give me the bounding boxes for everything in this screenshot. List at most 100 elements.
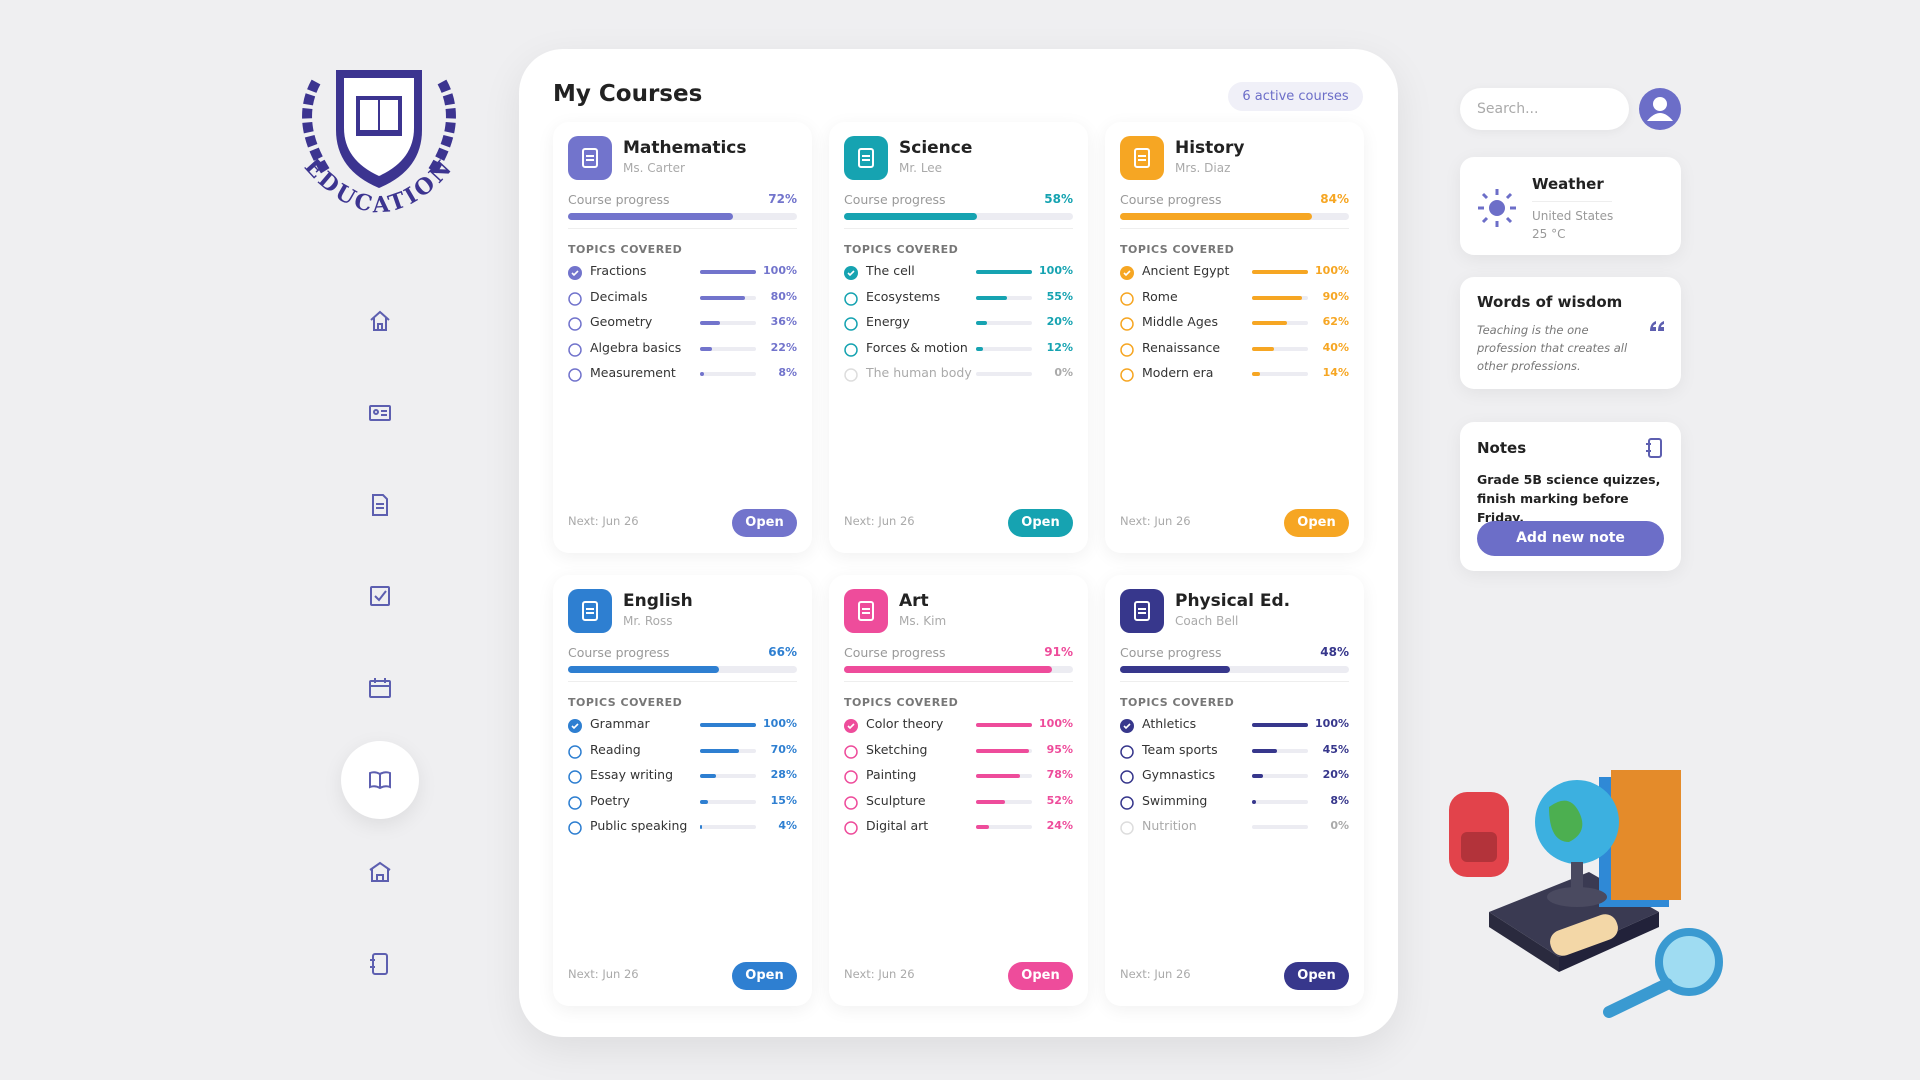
- topics-caption: TOPICS COVERED: [844, 696, 959, 709]
- course-teacher: Ms. Carter: [623, 161, 685, 175]
- topic-track: [976, 825, 1032, 829]
- topic-bar: [1252, 774, 1264, 778]
- course-card: English Mr. Ross Course progress 66% TOPICS …: [553, 575, 812, 1006]
- topic-value: 20%: [1322, 768, 1349, 781]
- topic-name: Color theory: [866, 716, 944, 731]
- quote-icon: [1650, 321, 1664, 331]
- nav-glyph: [369, 861, 391, 882]
- nav-icon[interactable]: [356, 389, 404, 437]
- topic-bar: [976, 748, 1030, 753]
- topic-checkbox[interactable]: [568, 718, 582, 733]
- topic-checkbox[interactable]: [844, 265, 858, 280]
- progress-bar: [844, 666, 1053, 673]
- next-date: Next: Jun 26: [1120, 514, 1191, 528]
- topic-name: Nutrition: [1142, 818, 1197, 833]
- topic-checkbox[interactable]: [1120, 820, 1134, 835]
- add-note-button[interactable]: Add new note: [1477, 521, 1664, 556]
- topic-checkbox[interactable]: [1120, 265, 1134, 280]
- topic-checkbox[interactable]: [568, 342, 582, 357]
- topic-track: [700, 723, 756, 727]
- progress-track: [568, 213, 797, 220]
- open-button[interactable]: Open: [1008, 962, 1073, 990]
- topic-checkbox[interactable]: [844, 367, 858, 382]
- topic-checkbox[interactable]: [568, 367, 582, 382]
- topic-checkbox[interactable]: [844, 820, 858, 835]
- topic-checkbox[interactable]: [1120, 769, 1134, 784]
- topic-checkbox[interactable]: [844, 342, 858, 357]
- course-glyph: [858, 148, 874, 168]
- notes-icon[interactable]: [1645, 437, 1663, 459]
- topic-checkbox[interactable]: [568, 820, 582, 835]
- topic-track: [976, 723, 1032, 727]
- topic-name: Modern era: [1142, 365, 1214, 380]
- topic-checkbox[interactable]: [1120, 316, 1134, 331]
- course-teacher: Ms. Kim: [899, 614, 947, 628]
- nav-icon[interactable]: [356, 297, 404, 345]
- open-button[interactable]: Open: [1284, 962, 1349, 990]
- avatar[interactable]: [1639, 88, 1681, 130]
- topic-value: 8%: [778, 366, 797, 379]
- topic-bar: [1252, 372, 1260, 376]
- nav-icon[interactable]: [356, 756, 404, 804]
- topic-checkbox[interactable]: [1120, 291, 1134, 306]
- open-button[interactable]: Open: [732, 509, 797, 537]
- topic-checkbox[interactable]: [568, 769, 582, 784]
- topic-checkbox[interactable]: [844, 744, 858, 759]
- topic-name: Grammar: [590, 716, 650, 731]
- topic-checkbox[interactable]: [1120, 795, 1134, 810]
- topic-value: 0%: [1330, 819, 1349, 832]
- nav-icon[interactable]: [356, 848, 404, 896]
- topic-checkbox[interactable]: [568, 316, 582, 331]
- topic-checkbox[interactable]: [1120, 367, 1134, 382]
- nav-icon[interactable]: [356, 664, 404, 712]
- course-icon: [568, 589, 612, 633]
- circle: [844, 821, 858, 835]
- topic-value: 100%: [1315, 264, 1349, 277]
- open-button[interactable]: Open: [1284, 509, 1349, 537]
- topic-checkbox[interactable]: [1120, 342, 1134, 357]
- course-icon: [568, 136, 612, 180]
- course-icon: [844, 136, 888, 180]
- search-box[interactable]: Search...: [1460, 88, 1629, 130]
- courses-panel: My Courses 6 active courses Mathematics M…: [519, 49, 1398, 1037]
- progress-track: [1120, 666, 1349, 673]
- course-title: Mathematics: [623, 138, 747, 158]
- topic-name: Rome: [1142, 288, 1178, 304]
- topic-value: 0%: [1054, 366, 1073, 379]
- topic-name: Forces & motion: [866, 339, 968, 355]
- topic-value: 52%: [1046, 793, 1073, 807]
- progress-bar: [568, 666, 720, 673]
- topic-track: [1252, 372, 1308, 376]
- topic-checkbox[interactable]: [844, 291, 858, 306]
- nav-icon[interactable]: [356, 940, 404, 988]
- topic-checkbox[interactable]: [568, 744, 582, 759]
- progress-bar: [568, 213, 733, 220]
- topic-track: [976, 270, 1032, 274]
- topic-checkbox[interactable]: [844, 769, 858, 784]
- open-button[interactable]: Open: [1008, 509, 1073, 537]
- topic-value: 55%: [1046, 289, 1073, 303]
- topic-checkbox[interactable]: [1120, 744, 1134, 759]
- topic-name: Essay writing: [590, 767, 674, 782]
- circle: [568, 744, 582, 759]
- topic-name: The cell: [866, 263, 915, 278]
- topic-bar: [1252, 270, 1308, 274]
- topic-track: [700, 346, 756, 351]
- nav-icon[interactable]: [356, 481, 404, 529]
- topic-checkbox[interactable]: [844, 795, 858, 810]
- nav-icon[interactable]: [356, 572, 404, 620]
- nav-glyph: [369, 771, 391, 790]
- topic-checkbox[interactable]: [568, 291, 582, 306]
- divider: [1120, 681, 1349, 682]
- topic-checkbox[interactable]: [568, 795, 582, 810]
- next-date: Next: Jun 26: [844, 967, 915, 981]
- progress-value: 72%: [768, 192, 797, 206]
- topic-checkbox[interactable]: [568, 265, 582, 280]
- topic-checkbox[interactable]: [844, 718, 858, 733]
- topic-checkbox[interactable]: [844, 316, 858, 331]
- open-button[interactable]: Open: [732, 962, 797, 990]
- progress-value: 48%: [1320, 645, 1349, 659]
- topic-checkbox[interactable]: [1120, 718, 1134, 733]
- topic-track: [1252, 799, 1308, 804]
